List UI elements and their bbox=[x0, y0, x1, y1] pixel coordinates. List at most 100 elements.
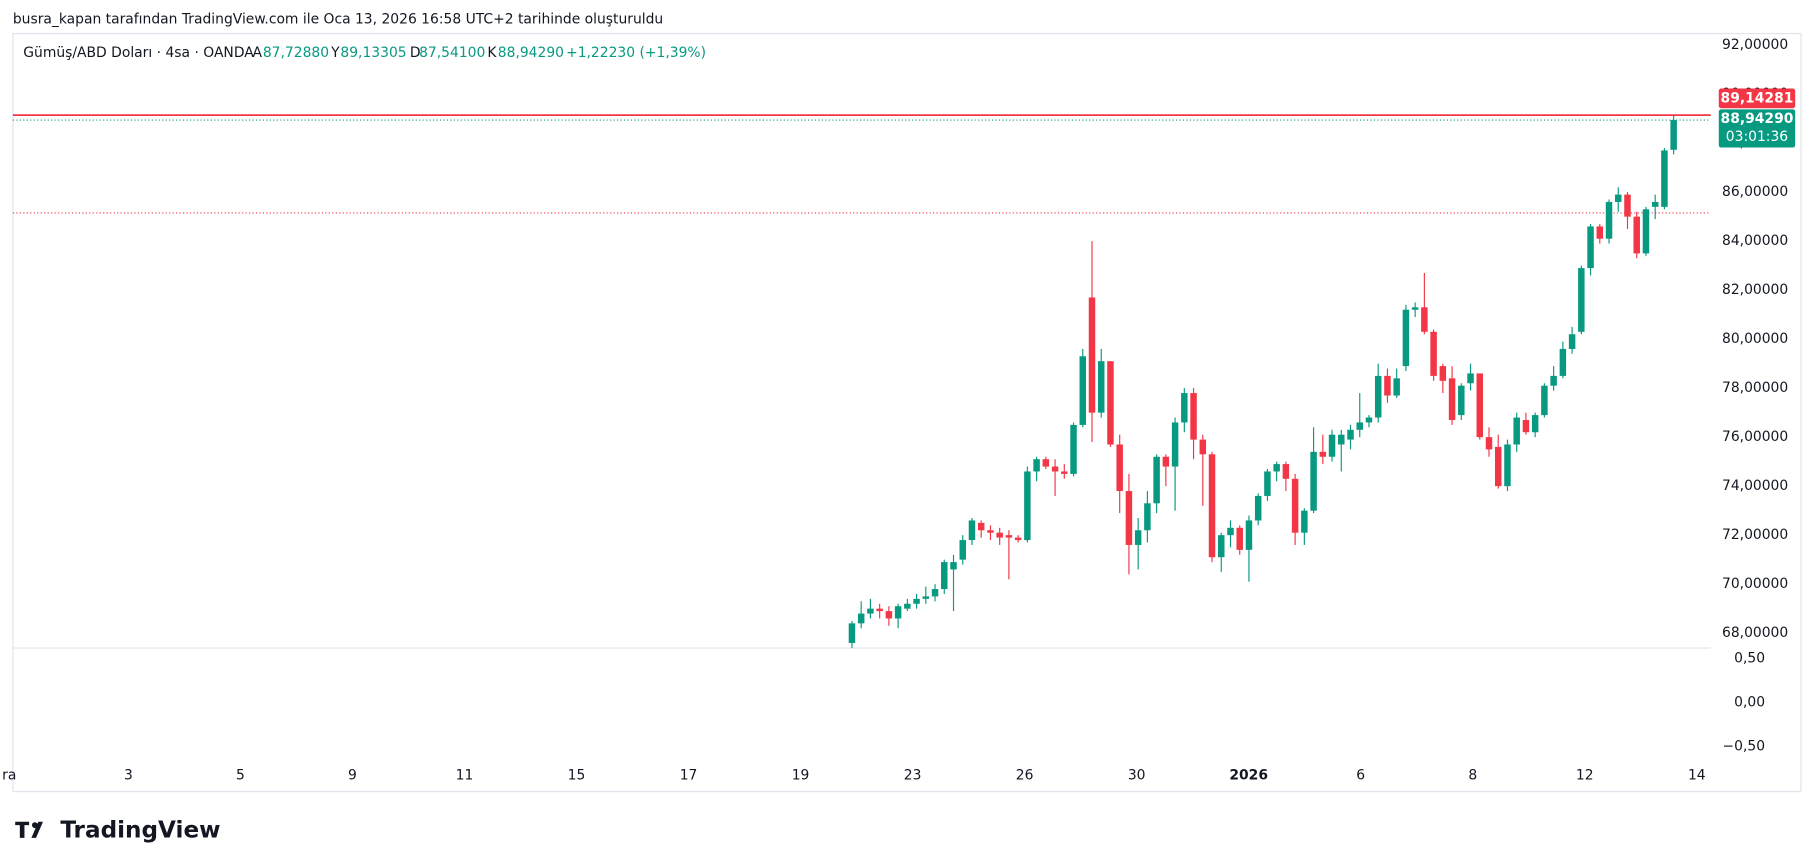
candle-body bbox=[1605, 201, 1613, 239]
candle-body bbox=[1134, 530, 1142, 545]
l-label: D bbox=[410, 45, 421, 61]
candle-body bbox=[1661, 150, 1668, 207]
candle-body bbox=[1236, 527, 1243, 550]
candle-body bbox=[1596, 226, 1604, 239]
symbol: Gümüş/ABD Doları · 4sa · OANDA bbox=[23, 45, 254, 61]
candle-body bbox=[1504, 444, 1511, 487]
candle-body bbox=[1458, 385, 1465, 416]
candle-body bbox=[1485, 437, 1493, 450]
candle-body bbox=[1070, 424, 1077, 474]
y-tick-label: 70,00000 bbox=[1722, 576, 1788, 592]
candle-body bbox=[1310, 451, 1317, 511]
candle-body bbox=[950, 562, 957, 570]
candle-body bbox=[1568, 334, 1576, 349]
candle-body bbox=[1254, 495, 1262, 521]
candle-body bbox=[1097, 361, 1105, 413]
h-label: Y bbox=[330, 45, 340, 61]
x-tick-label: ra bbox=[2, 767, 16, 783]
x-tick-label: 17 bbox=[680, 767, 698, 783]
x-tick-label: 6 bbox=[1356, 767, 1365, 783]
y-tick-label: 84,00000 bbox=[1722, 233, 1788, 249]
candle-body bbox=[931, 589, 939, 597]
candle-body bbox=[1522, 419, 1530, 433]
y-tick-label: 76,00000 bbox=[1722, 429, 1788, 445]
candle-body bbox=[1125, 491, 1133, 545]
x-tick-label: 14 bbox=[1688, 767, 1706, 783]
candle-body bbox=[1670, 120, 1677, 150]
o-value: 87,72880 bbox=[263, 45, 329, 61]
y-tick-label: 68,00000 bbox=[1722, 625, 1788, 641]
price-badge bbox=[1718, 109, 1796, 148]
candle-body bbox=[968, 520, 976, 541]
candle-body bbox=[1513, 417, 1520, 445]
candle-body bbox=[1319, 451, 1327, 457]
candle-body bbox=[1467, 373, 1474, 384]
candle-body bbox=[1347, 429, 1354, 440]
candle-body bbox=[876, 608, 883, 612]
candle-body bbox=[1421, 307, 1428, 332]
x-tick-label: 23 bbox=[904, 767, 922, 783]
x-tick-label: 3 bbox=[124, 767, 133, 783]
y-tick-label: 72,00000 bbox=[1722, 527, 1788, 543]
candle-body bbox=[1476, 373, 1484, 438]
candle-body bbox=[1531, 415, 1539, 433]
chart-frame bbox=[12, 32, 1802, 793]
attribution: busra_kapan tarafından TradingView.com i… bbox=[13, 12, 663, 28]
candle-body bbox=[922, 596, 930, 599]
candle-body bbox=[1088, 297, 1096, 413]
candle-body bbox=[1430, 331, 1437, 376]
candle-body bbox=[1162, 456, 1170, 467]
candle-body bbox=[857, 613, 865, 624]
candle-body bbox=[1079, 356, 1087, 425]
candle-body bbox=[941, 562, 948, 590]
candle-body bbox=[1181, 393, 1188, 423]
candle-body bbox=[959, 540, 966, 560]
candle-body bbox=[1208, 454, 1216, 558]
logo: TradingView bbox=[15, 817, 221, 843]
high-badge-label: 89,14281 bbox=[1721, 90, 1794, 106]
candle-body bbox=[1024, 471, 1031, 541]
candle-body bbox=[904, 603, 911, 609]
candle-body bbox=[1264, 471, 1271, 496]
candle-body bbox=[1107, 361, 1114, 445]
candle-body bbox=[1005, 535, 1013, 538]
candle-body bbox=[1014, 537, 1022, 541]
candle-body bbox=[1384, 375, 1391, 396]
price-badge-label: 88,94290 bbox=[1721, 111, 1794, 127]
x-tick-label: 30 bbox=[1128, 767, 1146, 783]
candle-body bbox=[1494, 446, 1502, 487]
candle-body bbox=[1439, 366, 1447, 381]
c-label: K bbox=[487, 45, 497, 61]
candle-body bbox=[1190, 393, 1197, 440]
candle-body bbox=[1033, 459, 1040, 472]
candle-body bbox=[913, 598, 920, 604]
x-tick-label: 2026 bbox=[1229, 767, 1268, 783]
candle-body bbox=[1642, 209, 1650, 254]
candle-body bbox=[1624, 194, 1631, 217]
main-pane bbox=[12, 114, 1711, 649]
candle-body bbox=[1171, 422, 1179, 467]
candle-body bbox=[1356, 422, 1363, 430]
candle-body bbox=[848, 623, 856, 643]
x-tick-label: 11 bbox=[456, 767, 474, 783]
y-tick-label: 74,00000 bbox=[1722, 478, 1788, 494]
logo-dot bbox=[31, 822, 38, 829]
candle-body bbox=[1411, 307, 1419, 310]
y-tick-label: 80,00000 bbox=[1722, 331, 1788, 347]
candle-body bbox=[1144, 503, 1151, 531]
x-tick-label: 8 bbox=[1468, 767, 1477, 783]
candle-body bbox=[977, 522, 985, 531]
candle-body bbox=[1245, 520, 1253, 550]
candle-body bbox=[1338, 434, 1345, 445]
candle-body bbox=[1042, 459, 1050, 467]
y-tick-label: −0,50 bbox=[1723, 738, 1766, 754]
candle-body bbox=[885, 611, 893, 619]
y-tick-label: 82,00000 bbox=[1722, 282, 1788, 298]
y-tick-label: 0,50 bbox=[1734, 651, 1765, 667]
x-tick-label: 9 bbox=[348, 767, 357, 783]
candle-body bbox=[1587, 226, 1594, 269]
high-badge bbox=[1718, 88, 1796, 109]
legend: Gümüş/ABD Doları · 4sa · OANDA A 87,7288… bbox=[23, 45, 706, 61]
